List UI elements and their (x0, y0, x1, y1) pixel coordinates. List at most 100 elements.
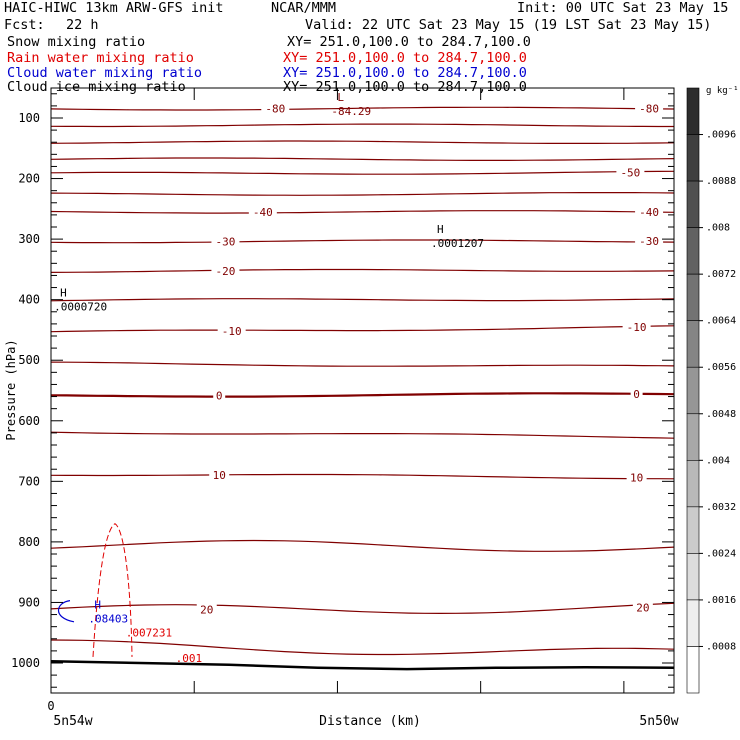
colorbar-label: .008 (706, 223, 730, 234)
isotherm-line (50, 361, 675, 367)
y-tick-label: 200 (18, 172, 40, 186)
y-tick-label: 300 (18, 232, 40, 246)
colorbar-unit: g kg⁻¹ (706, 86, 739, 96)
isotherm-label-bg (209, 469, 230, 482)
colorbar-swatch (686, 320, 700, 368)
x-axis-title: Distance (km) (319, 714, 421, 729)
isotherm-label: -80 (639, 102, 659, 115)
colorbar-label: .0072 (706, 269, 736, 280)
x-start-location: 5n54w (53, 714, 92, 729)
colorbar-label: .0064 (706, 316, 736, 327)
isotherm-line (50, 392, 675, 398)
isotherm-line (50, 192, 675, 196)
colorbar-swatch (686, 134, 700, 182)
colorbar-swatch (686, 227, 700, 275)
field-snow-xy: XY= 251.0,100.0 to 284.7,100.0 (287, 34, 531, 50)
isotherm-line (50, 123, 674, 128)
model-title: HAIC-HIWC 13km ARW-GFS init (4, 0, 224, 16)
isotherm-label: -30 (216, 235, 236, 248)
isotherm-label-bg (211, 264, 240, 277)
colorbar-label: .0024 (706, 548, 736, 559)
isotherm-label: -80 (265, 103, 285, 116)
extremum-symbol: L (337, 91, 344, 104)
field-cloudwater-name: Cloud water mixing ratio (7, 65, 203, 81)
extremum-value: -84.29 (331, 105, 371, 118)
init-time: Init: 00 UTC Sat 23 May 15 (517, 0, 729, 16)
isotherm-label-bg (196, 603, 217, 616)
isotherm-label: -20 (216, 265, 236, 278)
isotherm-label-bg (248, 205, 277, 218)
plot-frame (50, 87, 675, 694)
extremum-symbol: H (437, 223, 444, 236)
isotherm-label-bg (616, 166, 645, 179)
isotherm-line (50, 325, 675, 333)
colorbar-swatch (686, 460, 700, 508)
y-tick-label: 400 (18, 293, 40, 307)
isotherm-label: -40 (253, 206, 273, 219)
isotherm-label: 0 (216, 389, 223, 402)
isotherm-label-bg (632, 601, 653, 614)
isotherm-label-bg (622, 321, 651, 334)
isotherm-label-bg (626, 471, 647, 484)
isotherm-label-bg (635, 234, 664, 247)
field-rain-xy: XY= 251.0,100.0 to 284.7,100.0 (283, 50, 527, 66)
colorbar-swatch (686, 553, 700, 601)
colorbar-swatch (686, 599, 700, 647)
isotherm-label: -40 (639, 206, 659, 219)
colorbar-swatch (686, 506, 700, 554)
isotherm-label: -10 (627, 321, 647, 334)
isotherm-line (50, 298, 675, 302)
isotherm-label: -30 (639, 235, 659, 248)
temperature-contours: -80 -80 -50 -40 -40 -30 -30 -20 -10 -10 0 0 10 10 20 20 (50, 102, 675, 671)
colorbar-swatch (686, 87, 700, 135)
field-rain-name: Rain water mixing ratio (7, 50, 194, 66)
isotherm-label: 10 (213, 469, 226, 482)
colorbar-label: .0032 (706, 502, 736, 513)
colorbar-label: .0088 (706, 176, 736, 187)
isotherm-line (50, 210, 675, 214)
fcst-label: Fcst: (4, 17, 45, 33)
cloud-water-contour (57, 600, 75, 623)
y-tick-label: 600 (18, 414, 40, 428)
y-tick-label: 900 (18, 595, 40, 609)
extrema-markers: L-84.29H.0001207H.0000720H.08403.007231.… (54, 91, 484, 665)
colorbar-swatch (686, 646, 700, 694)
colorbar: g kg⁻¹ .0096 .0088 .008 .0072 .0064 .0056 .0048… (686, 86, 739, 694)
isotherm-label-bg (213, 389, 226, 402)
field-cloudwater-xy: XY= 251.0,100.0 to 284.7,100.0 (283, 65, 527, 81)
isotherm-label-bg (630, 388, 643, 401)
y-tick-label: 100 (18, 111, 40, 125)
isotherm-line (50, 268, 675, 273)
extremum-symbol: H (94, 599, 101, 612)
field-cloudice-name: Cloud ice mixing ratio (7, 79, 186, 95)
isotherm-line (50, 473, 675, 480)
colorbar-label: .004 (706, 455, 730, 466)
x-origin-label: 0 (47, 699, 54, 713)
extremum-value: .0001207 (431, 237, 484, 250)
isotherm-label: 0 (633, 388, 640, 401)
extremum-value: .0000720 (54, 301, 107, 314)
colorbar-swatch (686, 180, 700, 228)
isotherm-label-bg (217, 324, 246, 337)
isotherm-line (50, 639, 675, 656)
isotherm-label: 20 (636, 601, 649, 614)
isotherm-label: -50 (620, 167, 640, 180)
colorbar-label: .0048 (706, 409, 736, 420)
colorbar-swatch (686, 366, 700, 415)
x-end-location: 5n50w (639, 714, 678, 729)
colorbar-swatch (686, 273, 700, 321)
isotherm-label: 10 (630, 471, 643, 484)
colorbar-label: .0016 (706, 595, 736, 606)
valid-time: Valid: 22 UTC Sat 23 May 15 (19 LST Sat … (305, 17, 712, 33)
y-axis-title: Pressure (hPa) (4, 339, 18, 440)
field-cloudice-xy: XY= 251.0,100.0 to 284.7,100.0 (283, 79, 527, 95)
org-label: NCAR/MMM (271, 0, 337, 16)
field-snow-name: Snow mixing ratio (7, 34, 146, 50)
terrain-surface-line (50, 659, 675, 671)
colorbar-swatch (686, 413, 700, 461)
isotherm-label: -10 (222, 325, 242, 338)
isotherm-label-bg (261, 102, 290, 115)
